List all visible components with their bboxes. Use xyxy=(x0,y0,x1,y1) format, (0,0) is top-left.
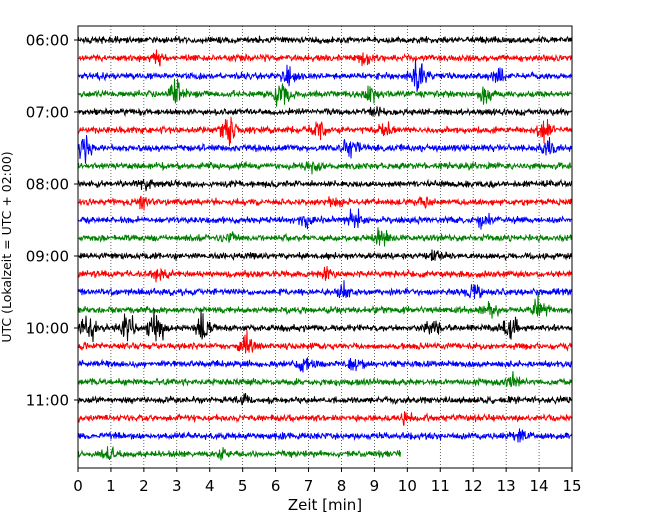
y-tick-label: 06:00 xyxy=(26,32,69,50)
y-axis: 06:00 07:00 08:00 09:00 10:00 11:00 xyxy=(26,32,78,410)
x-tick-label: 10 xyxy=(398,477,417,495)
x-tick-label: 9 xyxy=(370,477,380,495)
x-tick-label: 1 xyxy=(106,477,116,495)
trace-1045 xyxy=(77,371,573,388)
trace-group xyxy=(77,35,573,461)
trace-0930 xyxy=(77,280,573,300)
x-tick-label: 3 xyxy=(172,477,182,495)
trace-1115 xyxy=(77,411,573,426)
trace-0945 xyxy=(77,292,573,319)
x-tick-label: 13 xyxy=(497,477,516,495)
x-tick-label: 7 xyxy=(304,477,314,495)
trace-0700 xyxy=(77,106,573,118)
plot-frame xyxy=(77,25,573,469)
trace-1000 xyxy=(77,308,573,343)
x-tick-label: 15 xyxy=(562,477,581,495)
trace-0915 xyxy=(77,266,573,283)
trace-0715 xyxy=(77,116,573,147)
x-tick-label: 14 xyxy=(530,477,549,495)
trace-0615 xyxy=(77,49,573,67)
x-tick-label: 5 xyxy=(238,477,248,495)
x-tick-label: 11 xyxy=(431,477,450,495)
trace-1130 xyxy=(77,428,573,443)
y-tick-label: 10:00 xyxy=(26,320,69,338)
x-tick-label: 2 xyxy=(139,477,149,495)
y-tick-label: 07:00 xyxy=(26,104,69,122)
x-tick-label: 0 xyxy=(73,477,83,495)
x-tick-label: 6 xyxy=(271,477,281,495)
x-tick-label: 4 xyxy=(205,477,215,495)
trace-0630 xyxy=(77,59,573,92)
trace-1030 xyxy=(77,357,573,373)
x-tick-label: 8 xyxy=(337,477,347,495)
trace-0845 xyxy=(77,227,573,247)
trace-0745 xyxy=(77,160,573,175)
trace-1145 xyxy=(77,445,401,461)
trace-1015 xyxy=(77,330,573,354)
trace-0645 xyxy=(77,78,573,107)
y-tick-label: 08:00 xyxy=(26,176,69,194)
trace-0800 xyxy=(77,178,573,192)
x-axis: 0 1 2 3 4 5 6 7 8 9 10 11 12 13 14 15 xyxy=(73,468,582,495)
trace-0830 xyxy=(77,208,573,230)
x-tick-label: 12 xyxy=(464,477,483,495)
trace-0730 xyxy=(77,134,573,164)
trace-0600 xyxy=(77,35,573,45)
trace-0815 xyxy=(77,195,573,211)
y-tick-label: 09:00 xyxy=(26,248,69,266)
y-tick-label: 11:00 xyxy=(26,392,69,410)
trace-1100 xyxy=(77,392,573,406)
y-axis-label: UTC (Lokalzeit = UTC + 02:00) xyxy=(0,151,14,342)
x-axis-label: Zeit [min] xyxy=(288,496,362,514)
trace-0900 xyxy=(77,249,573,262)
